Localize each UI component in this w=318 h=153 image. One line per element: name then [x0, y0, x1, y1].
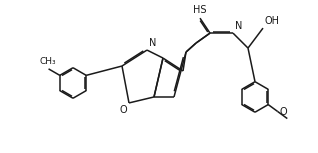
Text: O: O [120, 105, 127, 115]
Text: N: N [235, 21, 242, 31]
Text: O: O [279, 107, 287, 117]
Text: HS: HS [193, 5, 206, 15]
Text: CH₃: CH₃ [40, 57, 56, 66]
Text: N: N [149, 38, 156, 48]
Text: OH: OH [265, 16, 280, 26]
